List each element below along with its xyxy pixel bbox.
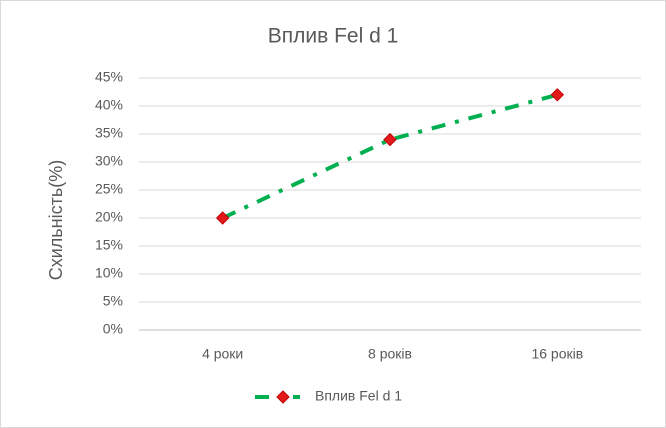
x-tick-label: 8 років [368, 346, 412, 362]
legend-label: Вплив Fel d 1 [315, 388, 402, 404]
y-tick-label: 20% [95, 209, 123, 225]
y-axis-label: Схильність(%) [46, 160, 66, 281]
y-tick-label: 45% [95, 69, 123, 85]
y-tick-label: 30% [95, 153, 123, 169]
legend-marker [276, 390, 290, 404]
y-tick-label: 10% [95, 265, 123, 281]
y-tick-label: 35% [95, 125, 123, 141]
marker [215, 211, 230, 225]
x-tick-label: 16 років [531, 346, 583, 362]
marker [383, 132, 397, 147]
x-tick-label: 4 роки [202, 346, 243, 362]
y-tick-label: 15% [95, 237, 123, 253]
y-tick-label: 25% [95, 181, 123, 197]
y-tick-label: 5% [103, 293, 123, 309]
chart-title: Вплив Fel d 1 [268, 25, 399, 48]
y-tick-label: 40% [95, 97, 123, 113]
y-tick-label: 0% [103, 321, 123, 337]
marker [550, 88, 565, 102]
